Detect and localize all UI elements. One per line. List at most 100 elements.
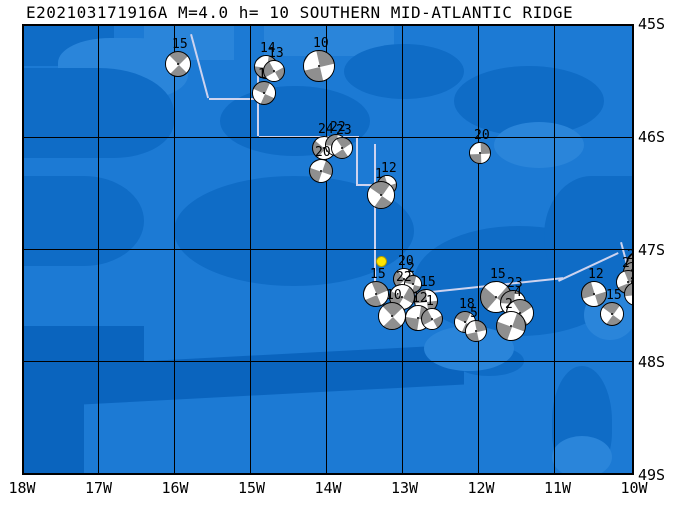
beachball-label: 10 — [386, 288, 402, 303]
beachball-label: 15 — [606, 288, 622, 303]
focal-mechanism-beachball[interactable] — [378, 302, 406, 330]
beachball-label: 2 — [407, 261, 415, 276]
beachball-label: 20 — [398, 254, 414, 269]
beachball-center-dot — [593, 293, 595, 295]
beachball-center-dot — [431, 318, 433, 320]
beachball-label: 10 — [633, 238, 634, 251]
beachball-label: 23 — [507, 276, 523, 291]
epicenter-marker[interactable] — [376, 256, 387, 267]
beachball-center-dot — [320, 170, 322, 172]
focal-mechanism-beachball[interactable] — [600, 302, 624, 326]
x-tick-label: 16W — [161, 479, 189, 497]
beachball-label: 13 — [268, 46, 284, 61]
beachball-center-dot — [341, 147, 343, 149]
x-tick-label: 12W — [467, 479, 495, 497]
beachball-center-dot — [380, 194, 382, 196]
beachball-label: 15 — [172, 37, 188, 52]
y-tick-label: 48S — [638, 353, 666, 372]
beachball-label: 4 — [514, 285, 522, 300]
focal-mechanism-beachball[interactable] — [496, 311, 526, 341]
y-tick-label: 45S — [638, 15, 666, 33]
beachball-label: 12 — [412, 291, 428, 306]
page-title: E202103171916A M=4.0 h= 10 SOUTHERN MID-… — [26, 3, 574, 22]
beachball-center-dot — [611, 313, 613, 315]
beachball-label: 2 — [630, 269, 632, 282]
x-tick-label: 11W — [543, 479, 572, 497]
focal-mechanism-beachball[interactable] — [263, 60, 285, 82]
focal-mechanism-beachball[interactable] — [421, 308, 443, 330]
x-tick-label: 18W — [8, 479, 36, 497]
beachball-center-dot — [391, 315, 393, 317]
beachball-center-dot — [323, 147, 325, 149]
beachball-center-dot — [375, 293, 377, 295]
beachball-center-dot — [425, 300, 427, 302]
beachball-label: 1 — [258, 67, 266, 82]
x-tick-label: 13W — [390, 479, 419, 497]
focal-mechanism-beachball[interactable] — [581, 281, 607, 307]
focal-mechanism-beachball[interactable] — [469, 142, 491, 164]
beachball-label: 2 — [505, 297, 513, 312]
beachball-label: 22 — [396, 270, 412, 285]
beachball-center-dot — [318, 65, 320, 67]
bathymetry-band — [24, 68, 174, 158]
beachball-label: 2 — [622, 256, 630, 271]
focal-mechanism-beachball[interactable] — [303, 50, 335, 82]
gridline-latitude — [24, 361, 632, 362]
beachball-label: 18 — [459, 297, 475, 312]
gridline-latitude — [24, 249, 632, 250]
bathymetry-band — [144, 26, 234, 60]
bathymetry-band — [24, 176, 144, 266]
bathymetry-band — [552, 436, 612, 473]
beachball-center-dot — [273, 70, 275, 72]
beachball-center-dot — [510, 325, 512, 327]
focal-mechanism-beachball[interactable] — [165, 51, 191, 77]
beachball-label: 20 — [315, 145, 331, 160]
ridge-trace-segment — [209, 98, 261, 100]
beachball-label: 14 — [260, 41, 276, 56]
beachball-center-dot — [479, 152, 481, 154]
bathymetry-band — [494, 122, 584, 168]
beachball-label: 22 — [330, 120, 346, 135]
ridge-trace-segment — [358, 184, 378, 186]
beachball-label: 10 — [313, 36, 329, 51]
beachball-label: 5 — [470, 306, 478, 321]
x-tick-label: 14W — [314, 479, 342, 497]
beachball-center-dot — [177, 63, 179, 65]
beachball-center-dot — [412, 283, 414, 285]
beachball-center-dot — [263, 92, 265, 94]
beachball-label: 12 — [381, 161, 397, 176]
beachball-center-dot — [495, 296, 497, 298]
y-tick-label: 49S — [638, 466, 666, 484]
beachball-center-dot — [401, 296, 403, 298]
beachball-center-dot — [417, 317, 419, 319]
beachball-label: 15 — [370, 267, 386, 282]
focal-mechanism-beachball[interactable] — [465, 320, 487, 342]
beachball-label: 24 — [318, 122, 334, 137]
y-tick-label: 46S — [638, 127, 666, 146]
bathymetry-band — [344, 44, 464, 99]
x-tick-label: 10W — [620, 479, 648, 497]
beachball-label: 2 — [627, 249, 632, 262]
map-canvas[interactable]: 15 14 13 1 10 24 22 23 20 12 1 20 20 2 15 22 15 10 12 1 18 5 1… — [22, 24, 634, 475]
beachball-center-dot — [475, 330, 477, 332]
focal-mechanism-beachball[interactable] — [309, 159, 333, 183]
y-tick-label: 47S — [638, 240, 666, 259]
beachball-label: 12 — [588, 267, 604, 282]
beachball-label: 23 — [336, 123, 352, 138]
beachball-quadrant — [179, 52, 190, 76]
focal-mechanism-beachball[interactable] — [331, 137, 353, 159]
beachball-label: 15 — [490, 267, 506, 282]
focal-mechanism-beachball[interactable] — [252, 81, 276, 105]
beachball-center-dot — [627, 281, 629, 283]
focal-mechanism-beachball[interactable] — [367, 181, 395, 209]
beachball-label: 1 — [375, 167, 383, 182]
beachball-center-dot — [632, 271, 634, 273]
bathymetry-band — [24, 378, 84, 473]
x-tick-label: 15W — [237, 479, 266, 497]
beachball-label: 15 — [420, 275, 436, 290]
beachball-label: 1 — [426, 294, 434, 309]
beachball-label: 20 — [474, 128, 490, 143]
beachball-center-dot — [464, 321, 466, 323]
ridge-trace-segment — [356, 136, 358, 186]
x-tick-label: 17W — [84, 479, 113, 497]
